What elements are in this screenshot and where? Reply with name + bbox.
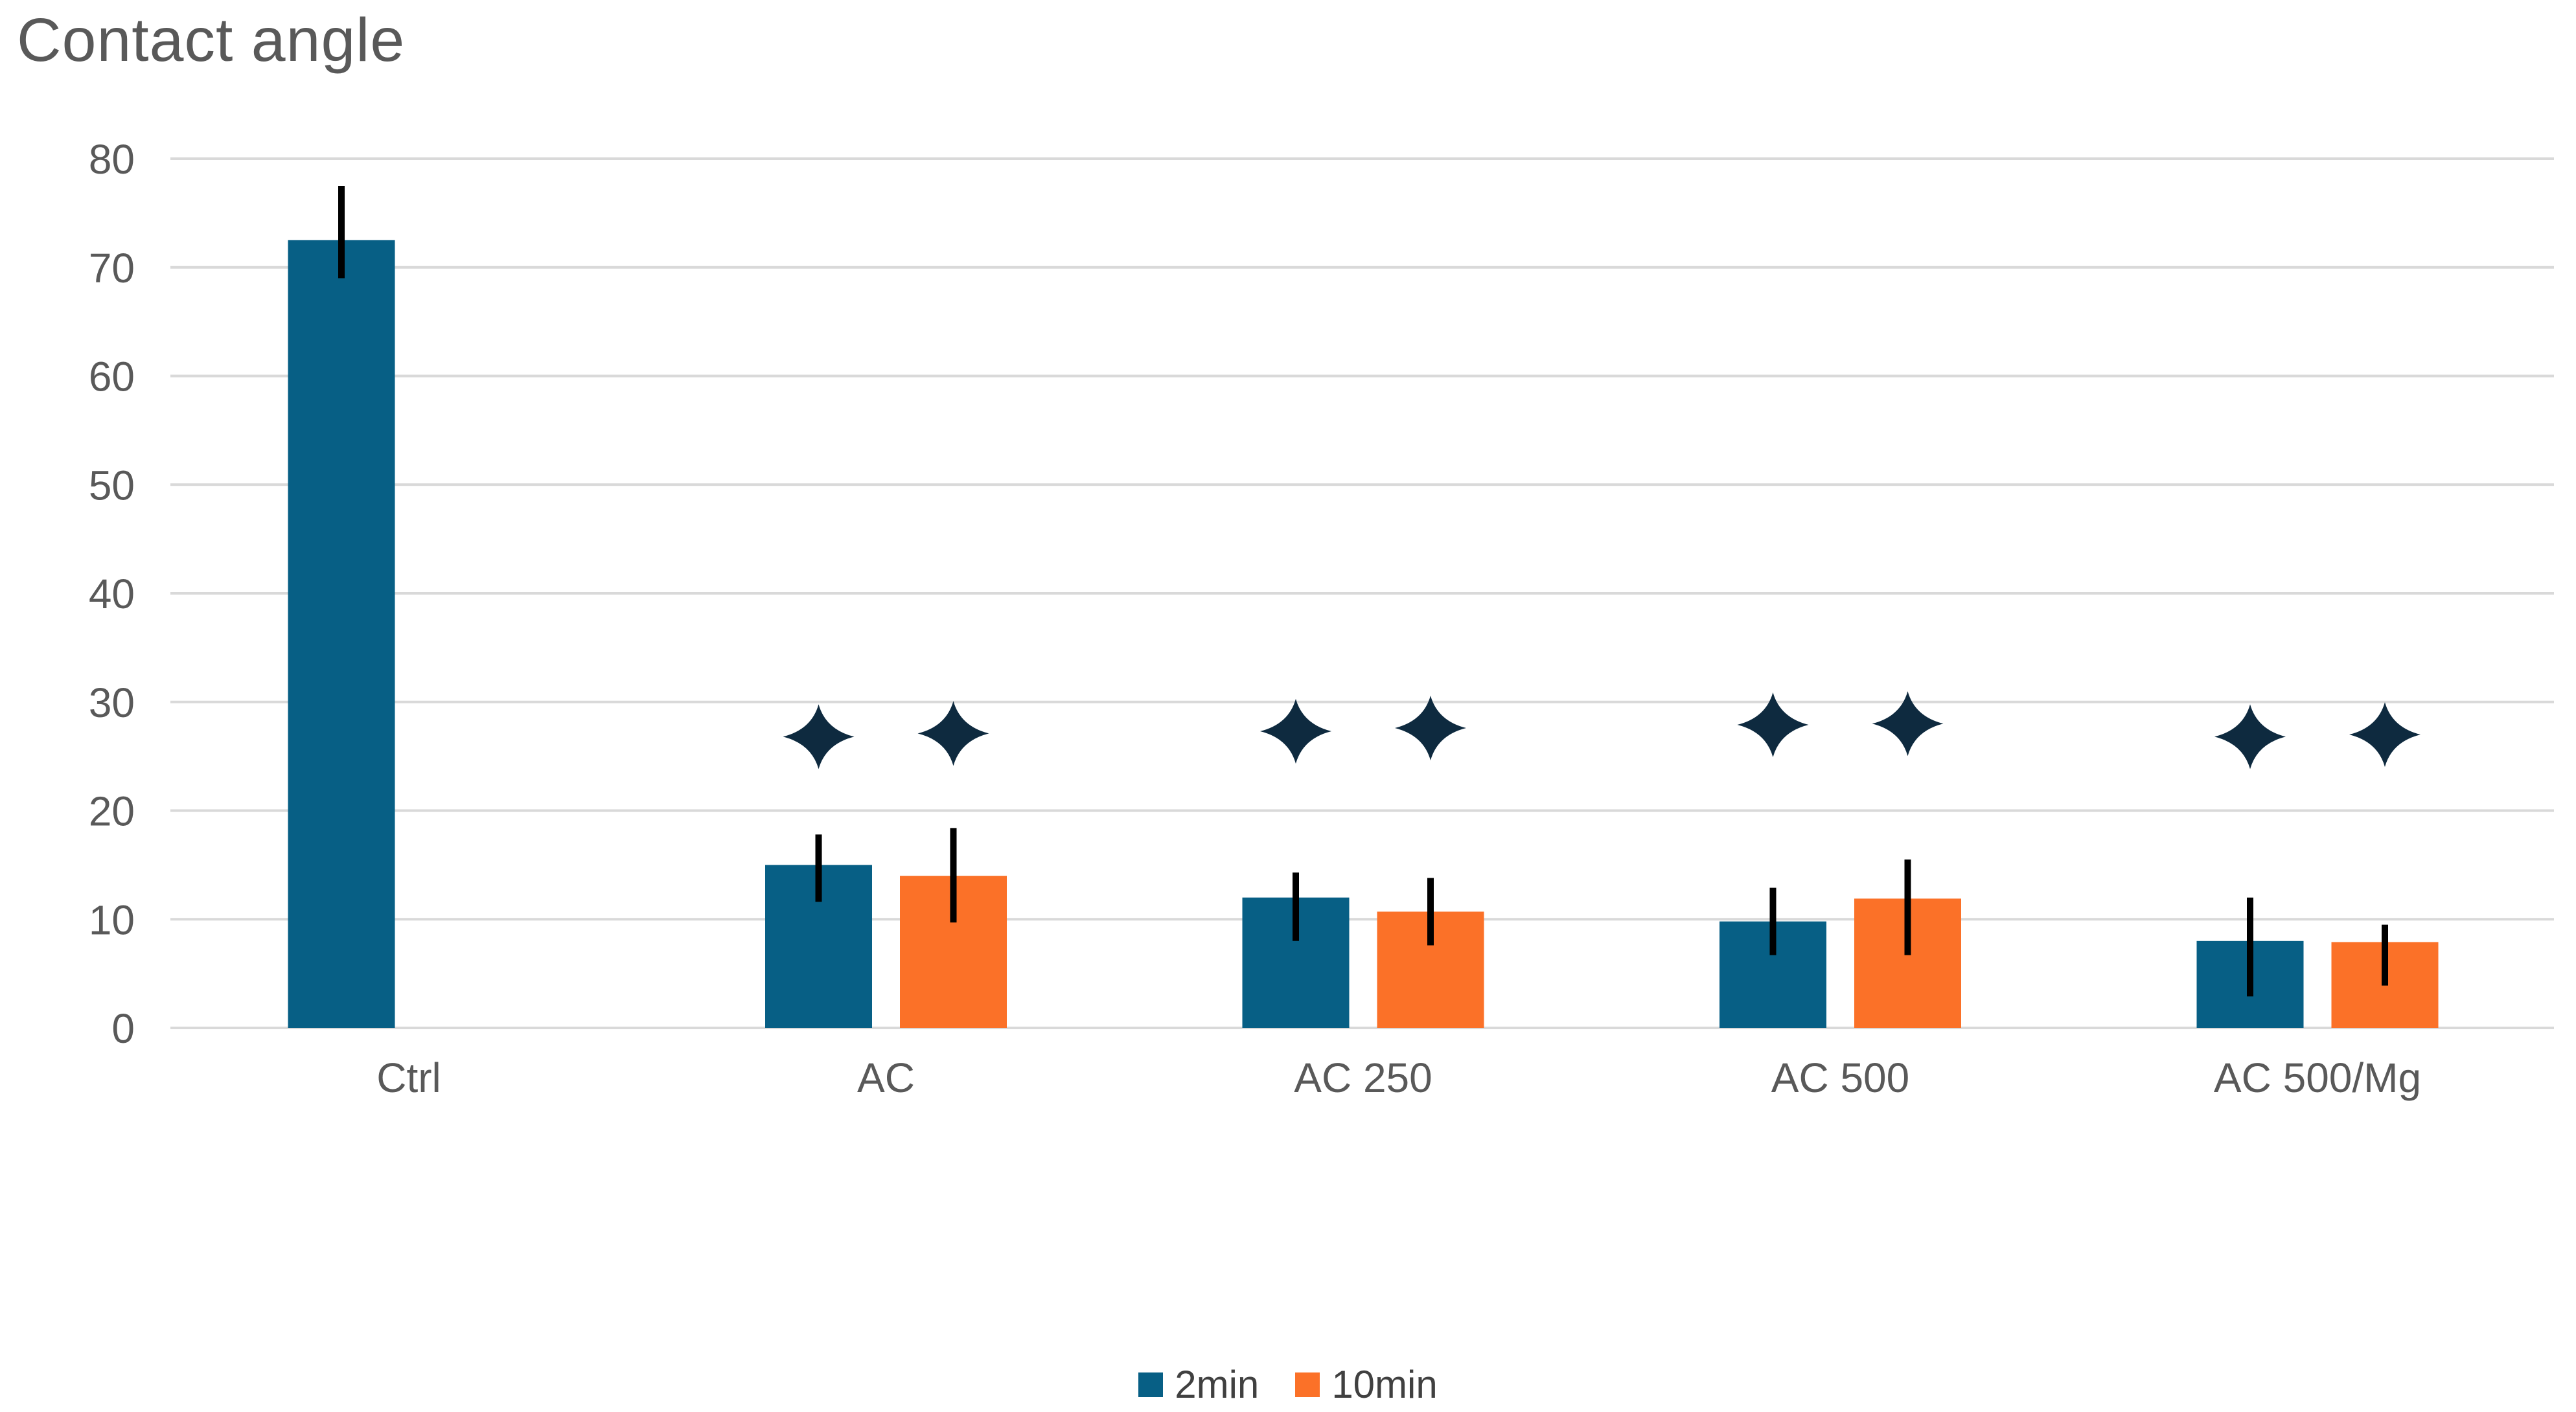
chart-title: Contact angle: [17, 6, 406, 74]
significance-star-10min-ac-500-mg: [2349, 702, 2421, 768]
y-axis-tick-label-40: 40: [89, 571, 135, 617]
legend-item-2min: 2min: [1138, 1365, 1259, 1404]
significance-star-2min-ac-500: [1737, 692, 1809, 757]
significance-star-2min-ac-500-mg: [2214, 704, 2286, 769]
significance-star-10min-ac-500: [1872, 691, 1944, 757]
legend-item-10min: 10min: [1295, 1363, 1438, 1406]
x-axis-label-ac-500: AC 500: [1771, 1054, 1909, 1101]
chart-legend: 2min 10min: [0, 1360, 2576, 1409]
significance-star-2min-ac-250: [1260, 699, 1331, 764]
legend-swatch-10min: [1295, 1372, 1320, 1397]
x-axis-label-ac-250: AC 250: [1294, 1054, 1432, 1101]
y-axis-tick-label-70: 70: [89, 245, 135, 291]
bar-2min-ctrl: [288, 240, 395, 1028]
x-axis-label-ac: AC: [857, 1054, 915, 1101]
y-axis-tick-label-50: 50: [89, 462, 135, 508]
significance-star-10min-ac: [917, 701, 989, 766]
x-axis-label-ac-500-mg: AC 500/Mg: [2214, 1054, 2421, 1101]
y-axis-tick-label-30: 30: [89, 679, 135, 726]
x-axis-label-ctrl: Ctrl: [376, 1054, 441, 1101]
y-axis-tick-label-80: 80: [89, 136, 135, 183]
y-axis-tick-label-60: 60: [89, 354, 135, 400]
significance-star-10min-ac-250: [1395, 696, 1466, 761]
y-axis-tick-label-10: 10: [89, 896, 135, 943]
y-axis-tick-label-0: 0: [111, 1005, 135, 1052]
legend-swatch-2min: [1138, 1372, 1164, 1397]
y-axis-tick-label-20: 20: [89, 788, 135, 835]
legend-label-10min: 10min: [1331, 1363, 1438, 1406]
significance-star-2min-ac: [783, 704, 855, 769]
legend-label-2min: 2min: [1175, 1363, 1259, 1406]
